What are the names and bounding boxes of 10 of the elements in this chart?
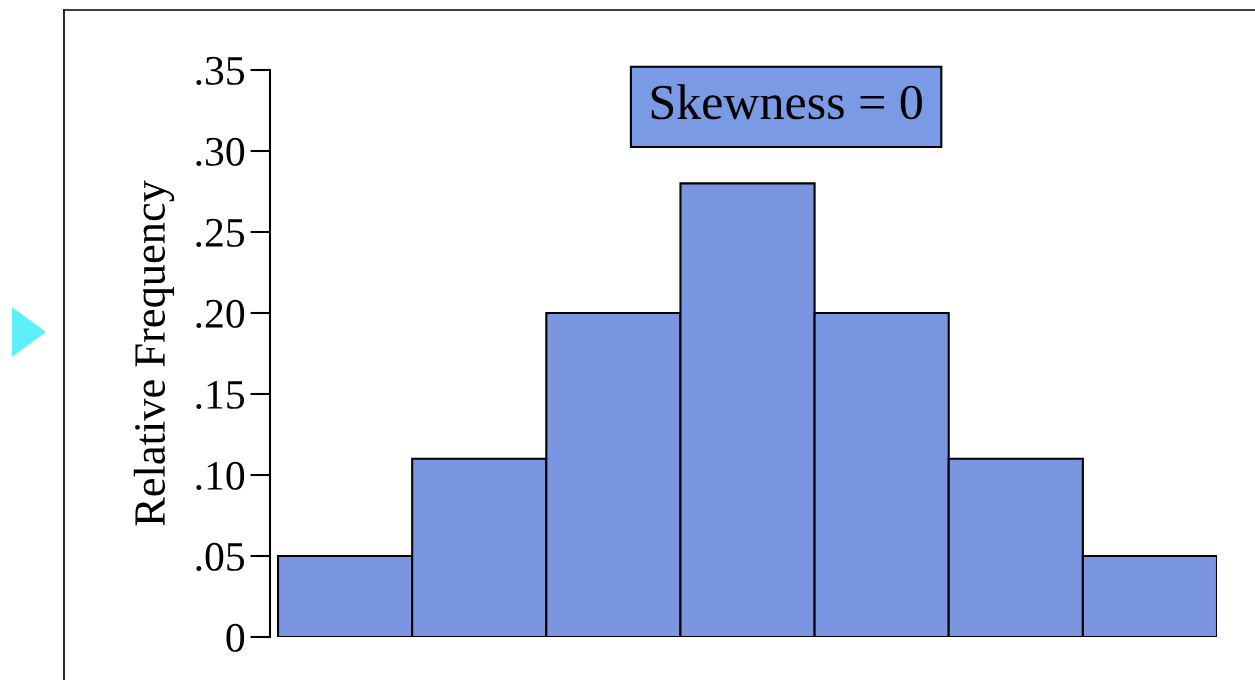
annotation: Skewness = 0: [651, 84, 922, 120]
y-tick-label: .15: [196, 380, 245, 410]
y-axis-title: Relative Frequency: [133, 180, 175, 526]
y-tick-label: .30: [196, 137, 245, 167]
y-tick-label: .35: [196, 56, 245, 86]
y-tick-label: .10: [196, 461, 245, 491]
y-tick-label: 0: [226, 623, 245, 652]
y-tick-label: .20: [196, 299, 245, 329]
y-tick-label: .05: [196, 542, 245, 572]
y-tick-label: .25: [196, 218, 245, 248]
